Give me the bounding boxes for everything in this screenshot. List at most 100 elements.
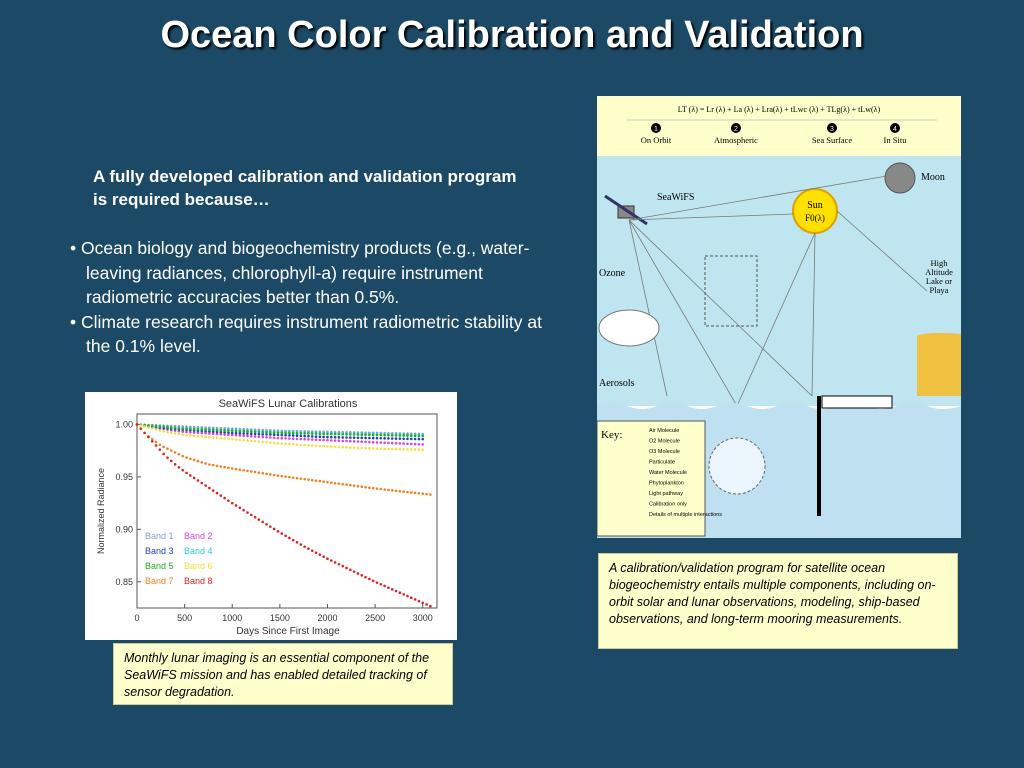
data-point xyxy=(413,442,417,446)
data-point xyxy=(360,433,364,436)
data-point xyxy=(402,447,405,451)
cliff-shape xyxy=(917,332,961,396)
data-point xyxy=(349,568,352,572)
data-point xyxy=(200,435,204,438)
data-point xyxy=(177,465,181,469)
data-point xyxy=(154,444,158,447)
data-point xyxy=(230,437,234,441)
data-point xyxy=(417,448,421,451)
key-item: Air Molecule xyxy=(649,428,679,434)
data-point xyxy=(230,501,234,505)
moon-label: Moon xyxy=(921,172,945,183)
data-point xyxy=(227,429,230,432)
step-number: 4 xyxy=(893,126,897,133)
data-point xyxy=(375,487,379,490)
data-point xyxy=(413,448,417,451)
data-point xyxy=(215,428,219,432)
data-point xyxy=(185,430,188,434)
caption-lunar-imaging: Monthly lunar imaging is an essential co… xyxy=(113,643,453,705)
data-point xyxy=(387,433,390,437)
data-point xyxy=(303,545,306,548)
data-point xyxy=(383,433,386,437)
data-point xyxy=(341,445,345,449)
lake-label-line3: Lake or xyxy=(926,276,952,286)
data-point xyxy=(349,446,352,449)
data-point xyxy=(299,434,303,438)
series-band-8 xyxy=(135,423,432,608)
data-point xyxy=(219,465,223,468)
data-point xyxy=(211,432,215,436)
data-point xyxy=(421,492,425,495)
data-point xyxy=(238,438,242,442)
key-item: Particulate xyxy=(649,460,675,466)
data-point xyxy=(150,427,154,430)
data-point xyxy=(208,432,211,435)
data-point xyxy=(375,447,379,450)
data-point xyxy=(192,427,196,431)
data-point xyxy=(265,440,268,444)
data-point xyxy=(364,485,367,489)
data-point xyxy=(402,442,405,445)
data-point xyxy=(310,444,314,447)
sun-label: Sun xyxy=(807,200,823,211)
data-point xyxy=(150,424,154,428)
x-tick-label: 2500 xyxy=(365,613,385,623)
data-point xyxy=(318,438,322,442)
data-point xyxy=(219,432,223,436)
data-point xyxy=(284,437,287,440)
data-point xyxy=(177,452,181,456)
data-point xyxy=(352,570,356,573)
data-point xyxy=(383,584,386,588)
data-point xyxy=(390,489,394,492)
data-point xyxy=(291,476,295,479)
data-point xyxy=(253,470,257,474)
data-point xyxy=(349,483,352,487)
legend-entry: Band 4 xyxy=(184,546,213,556)
data-point xyxy=(234,504,238,507)
data-point xyxy=(375,433,379,437)
data-point xyxy=(409,434,413,438)
data-point xyxy=(166,447,169,450)
data-point xyxy=(173,431,177,435)
ozone-label: Ozone xyxy=(599,268,626,279)
data-point xyxy=(204,484,207,487)
data-point xyxy=(238,468,242,472)
data-point xyxy=(288,434,291,437)
data-point xyxy=(181,468,185,472)
data-point xyxy=(398,489,402,493)
data-point xyxy=(375,436,379,440)
data-point xyxy=(341,439,345,443)
data-point xyxy=(368,577,371,581)
data-point xyxy=(189,427,192,431)
data-point xyxy=(257,435,261,439)
key-item: O2 Molecule xyxy=(649,439,680,445)
data-point xyxy=(409,491,413,494)
data-point xyxy=(261,430,265,434)
light-pathways xyxy=(628,175,928,407)
data-point xyxy=(329,432,333,436)
data-point xyxy=(406,490,409,494)
data-point xyxy=(234,429,238,433)
data-point xyxy=(326,445,329,448)
data-point xyxy=(261,435,265,439)
data-point xyxy=(368,486,371,489)
data-point xyxy=(356,440,360,443)
data-point xyxy=(356,433,360,436)
data-point xyxy=(406,437,409,441)
x-tick-label: 1500 xyxy=(270,613,290,623)
data-point xyxy=(322,438,325,442)
data-point xyxy=(425,492,428,496)
data-point xyxy=(394,441,398,445)
data-point xyxy=(326,438,329,442)
data-point xyxy=(189,430,192,434)
ship-icon xyxy=(821,395,893,409)
data-point xyxy=(284,442,287,446)
data-point xyxy=(246,469,249,473)
data-point xyxy=(394,434,398,437)
data-point xyxy=(162,429,165,433)
data-point xyxy=(291,442,295,446)
data-point xyxy=(200,460,204,464)
y-tick-label: 0.95 xyxy=(115,472,133,482)
data-point xyxy=(295,434,299,438)
key-item: Details of multiple interactions xyxy=(649,512,722,518)
